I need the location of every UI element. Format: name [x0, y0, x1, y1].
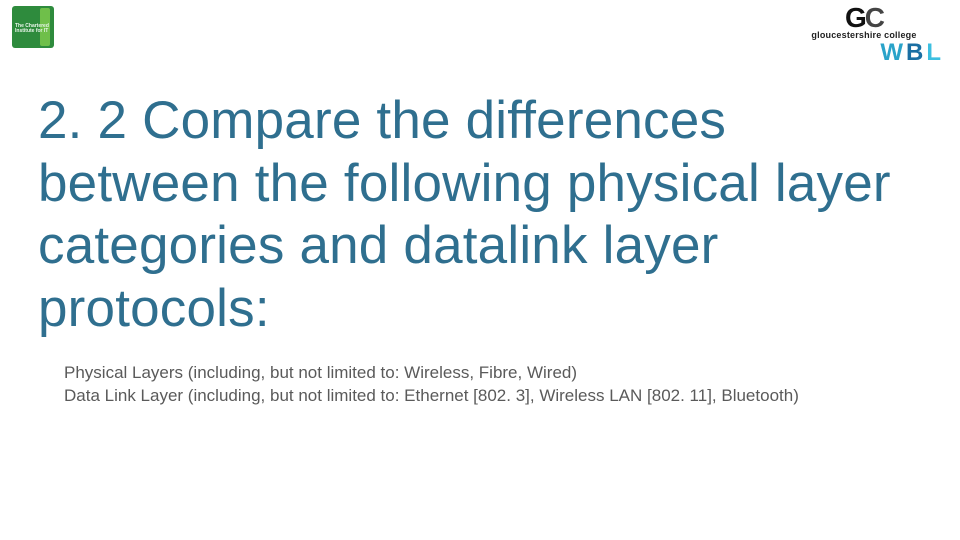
wbl-l: L — [926, 42, 942, 64]
wbl-b: B — [906, 42, 924, 64]
header-bar: The Chartered Institute for IT G C glouc… — [0, 0, 960, 80]
wbl-w: W — [880, 42, 904, 64]
slide-title: 2. 2 Compare the differences between the… — [38, 90, 922, 340]
wbl-logo: W B L — [784, 42, 944, 64]
slide-subtitle: Physical Layers (including, but not limi… — [38, 362, 922, 408]
gloucestershire-college-block: G C gloucestershire college W B L — [784, 4, 944, 64]
gc-logo-g: G — [845, 6, 865, 30]
subtitle-line-2: Data Link Layer (including, but not limi… — [64, 385, 922, 408]
bcs-logo-tagline: The Chartered Institute for IT — [15, 24, 54, 34]
gc-logo-c: C — [865, 6, 883, 30]
gc-logo: G C — [784, 4, 944, 30]
subtitle-line-1: Physical Layers (including, but not limi… — [64, 362, 922, 385]
bcs-logo: The Chartered Institute for IT — [12, 6, 54, 48]
slide-content: 2. 2 Compare the differences between the… — [38, 90, 922, 408]
